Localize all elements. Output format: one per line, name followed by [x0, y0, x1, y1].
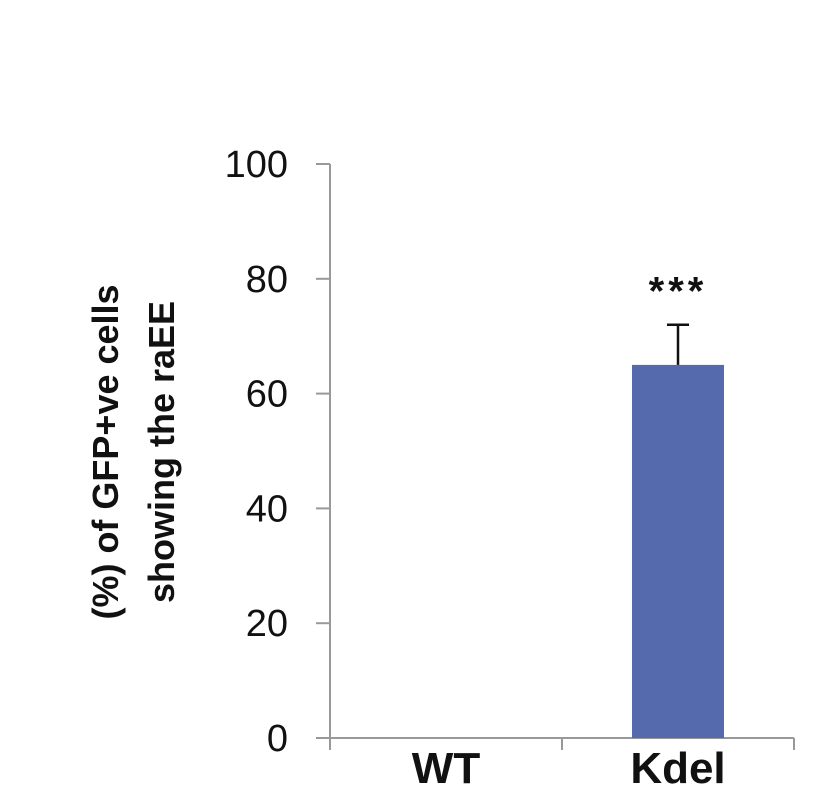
y-tick-label: 80 [246, 259, 288, 301]
y-axis-label: (%) of GFP+ve cells showing the raEE [85, 284, 182, 619]
y-axis-label-line-2: showing the raEE [141, 301, 182, 603]
significance-annotation: *** [649, 270, 708, 314]
x-category-label-wt: WT [412, 744, 481, 793]
bar-kdel [632, 364, 724, 738]
y-tick-label: 0 [267, 718, 288, 760]
labels: 0 20 40 60 80 100 WT Kdel *** [225, 144, 726, 793]
y-axis-label-line-1: (%) of GFP+ve cells [85, 284, 126, 619]
y-tick-label: 100 [225, 144, 288, 186]
y-tick-label: 60 [246, 374, 288, 416]
y-tick-label: 20 [246, 603, 288, 645]
x-category-label-kdel: Kdel [630, 744, 725, 793]
y-tick-label: 40 [246, 488, 288, 530]
bars [632, 323, 724, 738]
